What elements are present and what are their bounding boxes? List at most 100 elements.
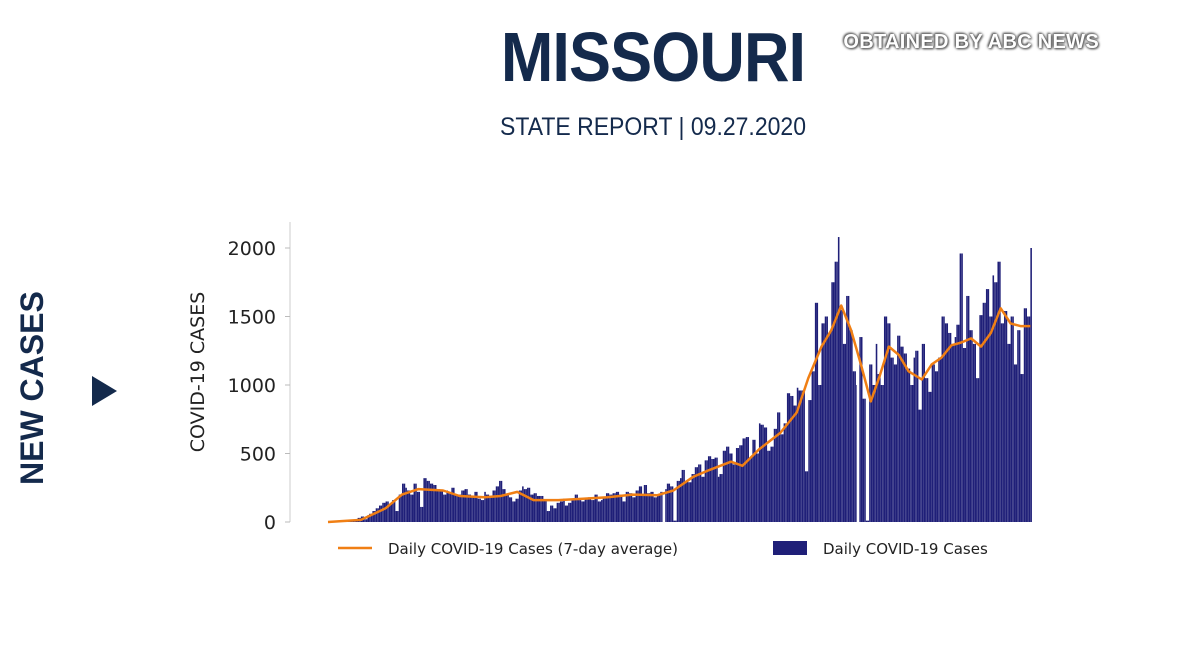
daily-cases-bar bbox=[632, 497, 634, 522]
daily-cases-bar bbox=[781, 434, 784, 522]
daily-cases-bar bbox=[405, 487, 407, 522]
daily-cases-bar bbox=[681, 469, 684, 522]
daily-cases-bar bbox=[369, 513, 371, 522]
daily-cases-bar bbox=[957, 324, 960, 522]
daily-cases-bar bbox=[754, 439, 756, 522]
daily-cases-bar bbox=[383, 502, 386, 522]
daily-cases-bar bbox=[420, 506, 422, 522]
daily-cases-bar bbox=[400, 494, 402, 522]
daily-cases-bar bbox=[701, 476, 703, 522]
daily-cases-bar bbox=[640, 486, 643, 522]
daily-cases-bar bbox=[479, 498, 481, 522]
daily-cases-bar bbox=[931, 364, 934, 522]
daily-cases-bar bbox=[893, 364, 896, 522]
reporting-gap-line bbox=[662, 220, 666, 522]
daily-cases-bar bbox=[730, 453, 733, 522]
daily-cases-bar bbox=[474, 491, 476, 522]
daily-cases-bar bbox=[755, 453, 758, 522]
daily-cases-bar bbox=[466, 489, 468, 522]
daily-cases-bar bbox=[925, 378, 927, 522]
daily-cases-bar bbox=[943, 316, 945, 522]
daily-cases-bar bbox=[953, 343, 955, 522]
daily-cases-bar bbox=[783, 423, 786, 522]
daily-cases-bar bbox=[624, 501, 626, 522]
daily-cases-bar bbox=[921, 343, 924, 522]
daily-cases-bar bbox=[676, 480, 679, 522]
page-subtitle: STATE REPORT | 09.27.2020 bbox=[500, 113, 806, 141]
daily-cases-bar bbox=[788, 393, 791, 522]
daily-cases-bar bbox=[758, 423, 761, 522]
daily-cases-bar bbox=[719, 474, 722, 522]
daily-cases-bar bbox=[485, 494, 488, 522]
daily-cases-bar bbox=[778, 412, 781, 522]
daily-cases-bar bbox=[579, 500, 582, 522]
daily-cases-bar bbox=[859, 337, 861, 522]
daily-cases-bar bbox=[974, 343, 976, 522]
daily-cases-bar bbox=[635, 490, 638, 522]
daily-cases-bar bbox=[563, 498, 565, 522]
daily-cases-bar bbox=[429, 483, 432, 522]
daily-cases-bar bbox=[370, 513, 373, 522]
daily-cases-bar bbox=[415, 483, 417, 522]
daily-cases-bar bbox=[1002, 323, 1004, 522]
daily-cases-bar bbox=[451, 487, 453, 522]
daily-cases-bar bbox=[734, 464, 736, 522]
daily-cases-bar bbox=[502, 489, 504, 522]
daily-cases-bar bbox=[464, 489, 467, 522]
daily-cases-bar bbox=[936, 371, 939, 522]
daily-cases-bar bbox=[438, 489, 440, 522]
daily-cases-bar bbox=[717, 476, 720, 522]
daily-cases-bar bbox=[757, 453, 759, 522]
plot-area bbox=[327, 220, 1032, 524]
seven-day-average-line bbox=[327, 304, 1031, 524]
daily-cases-bar bbox=[890, 357, 893, 522]
daily-cases-bar bbox=[806, 471, 809, 522]
daily-cases-bar bbox=[614, 493, 616, 522]
daily-cases-bar bbox=[397, 511, 399, 522]
daily-cases-bar bbox=[523, 489, 526, 522]
daily-cases-bar bbox=[816, 302, 819, 522]
daily-cases-bar bbox=[538, 495, 541, 522]
daily-cases-bar bbox=[829, 332, 832, 522]
daily-cases-bar bbox=[428, 480, 430, 522]
daily-cases-bar bbox=[923, 343, 925, 522]
daily-cases-bar bbox=[513, 501, 516, 522]
daily-cases-bar bbox=[703, 476, 705, 522]
daily-cases-bar bbox=[985, 289, 988, 522]
daily-cases-bar bbox=[737, 448, 740, 522]
daily-cases-bar bbox=[610, 494, 613, 522]
daily-cases-bar bbox=[836, 261, 838, 522]
daily-cases-bar bbox=[497, 486, 499, 522]
daily-cases-bar bbox=[387, 501, 389, 522]
daily-cases-bar bbox=[949, 332, 952, 522]
daily-cases-bar bbox=[760, 424, 763, 522]
daily-cases-bar bbox=[449, 493, 452, 522]
daily-cases-bar bbox=[587, 497, 590, 522]
daily-cases-bar bbox=[596, 494, 598, 522]
daily-cases-bar bbox=[862, 398, 865, 522]
daily-cases-bar bbox=[785, 423, 787, 522]
daily-cases-bar bbox=[505, 494, 508, 522]
daily-cases-bar bbox=[675, 520, 677, 522]
daily-cases-bar bbox=[879, 374, 881, 522]
daily-cases-bar bbox=[752, 439, 754, 522]
daily-cases-bar bbox=[726, 446, 728, 522]
daily-cases-bar bbox=[762, 424, 764, 522]
daily-cases-bar bbox=[615, 491, 618, 522]
daily-cases-bar bbox=[842, 343, 845, 522]
daily-cases-bar bbox=[800, 390, 802, 522]
daily-cases-bar bbox=[706, 460, 708, 522]
daily-cases-bar bbox=[767, 450, 769, 522]
daily-cases-bar bbox=[982, 302, 985, 522]
daily-cases-bar bbox=[961, 253, 963, 523]
daily-cases-bar bbox=[888, 323, 891, 522]
daily-cases-bar bbox=[926, 378, 929, 522]
daily-cases-bar bbox=[872, 385, 875, 522]
watermark-text: OBTAINED BY ABC NEWS bbox=[843, 31, 1099, 53]
daily-cases-bar bbox=[832, 282, 835, 522]
daily-cases-bar bbox=[556, 502, 559, 522]
daily-cases-bar bbox=[780, 434, 782, 522]
y-axis: 0 500 1000 1500 2000 bbox=[228, 222, 291, 534]
daily-cases-bar bbox=[883, 316, 886, 522]
daily-cases-bar bbox=[880, 385, 883, 522]
